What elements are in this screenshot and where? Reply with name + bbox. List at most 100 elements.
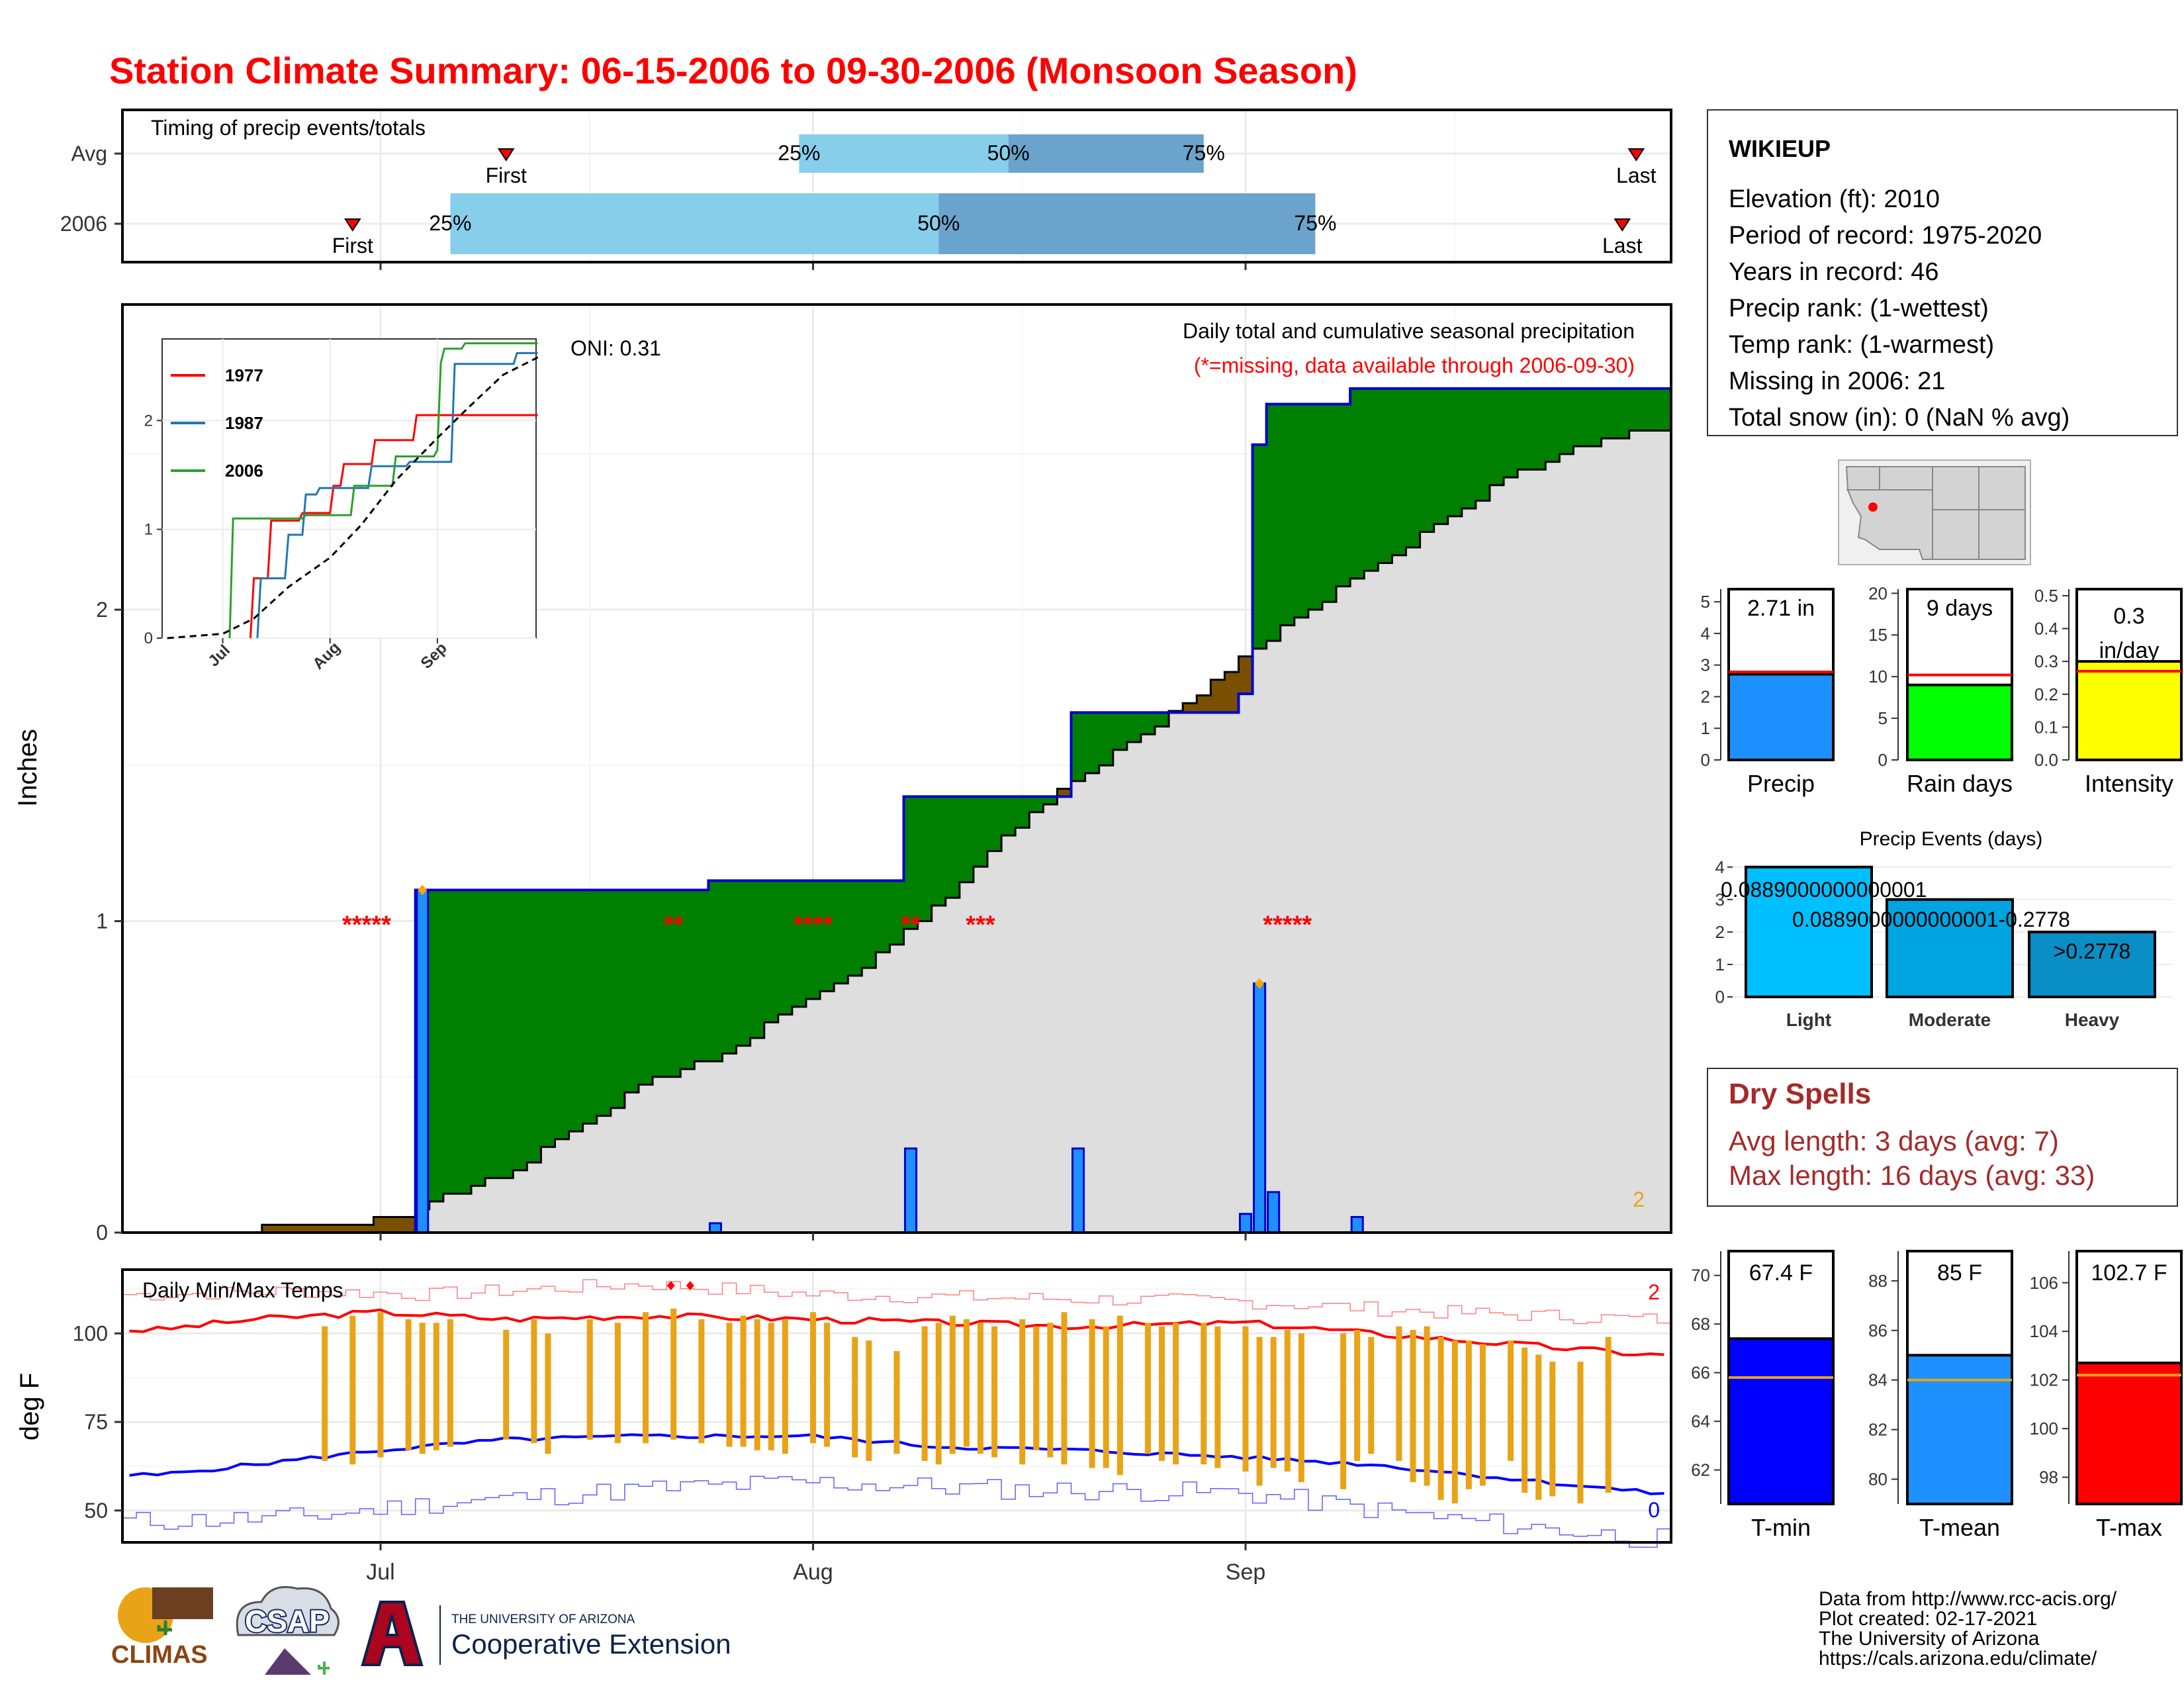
- above-average-area: [1350, 389, 1365, 579]
- daily-precip-bar: [1267, 1191, 1281, 1234]
- figure-title: Station Climate Summary: 06-15-2006 to 0…: [109, 50, 1357, 91]
- above-average-area: [457, 890, 472, 1194]
- precip-y-tick-label: 2: [96, 598, 108, 622]
- record-marker-icon: [1255, 978, 1265, 989]
- above-average-area: [1364, 389, 1379, 571]
- timing-label: Timing of precip events/totals: [151, 116, 426, 140]
- temp-gauge-t-max-tick-label: 98: [2039, 1468, 2058, 1487]
- daily-temp-range-bar: [1019, 1319, 1026, 1465]
- avg-max-line: [129, 1308, 1664, 1356]
- daily-temp-range-bar: [1298, 1333, 1304, 1483]
- daily-precip-bar: [708, 1222, 722, 1234]
- daily-precip-bar: [1350, 1215, 1364, 1234]
- above-average-area: [736, 880, 751, 1046]
- daily-temp-range-bar: [1270, 1336, 1277, 1468]
- credit-line-1: Data from http://www.rcc-acis.org/: [1819, 1588, 2117, 1610]
- above-average-area: [1475, 389, 1490, 501]
- above-average-area: [1489, 389, 1504, 485]
- timing-2006-last-label: Last: [1602, 234, 1643, 258]
- daily-temp-range-bar: [1437, 1336, 1444, 1500]
- above-average-area: [1643, 389, 1672, 431]
- record-min-line: [122, 1476, 1671, 1548]
- events-bar-light: [1745, 865, 1873, 999]
- csap-wordmark: CSAP: [245, 1604, 330, 1638]
- temp-gauge-t-min-bar: [1727, 1337, 1835, 1505]
- timing-panel-frame: [121, 109, 1672, 263]
- daily-temp-range-bar: [614, 1323, 621, 1444]
- temp-gauge-t-mean-name: T-mean: [1919, 1514, 2000, 1541]
- daily-temp-range-bar: [810, 1312, 817, 1444]
- temp-gauge-t-max-tick-label: 102: [2030, 1370, 2058, 1390]
- above-average-area: [1280, 404, 1295, 626]
- above-average-area: [764, 880, 779, 1023]
- missing-data-marker: *****: [342, 912, 391, 939]
- gauge-rain-days-tick-label: 10: [1868, 667, 1888, 686]
- timing-2006-bar-25-50: [450, 193, 939, 254]
- gauge-rain-days-tick-label: 0: [1878, 750, 1888, 770]
- above-average-area: [973, 796, 988, 867]
- below-average-area: [373, 1217, 388, 1233]
- timing-avg-p75-label: 75%: [1183, 141, 1225, 165]
- temp-gauge-t-min-tick-label: 66: [1691, 1363, 1710, 1383]
- inset-series-2006: [228, 342, 538, 639]
- daily-temp-range-bar: [935, 1323, 942, 1465]
- month-label-jul: Jul: [366, 1560, 394, 1585]
- above-average-area: [1001, 796, 1016, 836]
- above-average-area: [666, 890, 681, 1077]
- record-high-marker-icon: [666, 1281, 675, 1291]
- above-average-area: [834, 880, 848, 984]
- station-name: WIKIEUP: [1729, 135, 1831, 162]
- temp-axes: 50 75 100: [73, 1321, 122, 1523]
- temp-gauge-t-min-tick-label: 68: [1691, 1314, 1710, 1334]
- missing-data-marker: **: [664, 912, 684, 939]
- gauge-intensity-bar: [2075, 660, 2183, 762]
- above-average-area: [485, 890, 500, 1178]
- map-states: [1845, 466, 2026, 560]
- above-average-area: [1113, 712, 1128, 750]
- inset-legend-label-1977: 1977: [225, 365, 263, 385]
- timing-2006-p75-label: 75%: [1294, 211, 1336, 235]
- events-label-heavy: >0.2778: [2054, 939, 2131, 963]
- temp-panel-frame: [121, 1268, 1672, 1544]
- gauge-intensity-tick-label: 0.5: [2034, 586, 2058, 606]
- below-average-area: [332, 1225, 346, 1233]
- events-category-light: Light: [1786, 1009, 1831, 1030]
- above-average-area: [1266, 404, 1281, 641]
- daily-temp-range-bar: [1047, 1323, 1054, 1458]
- observed-cumulative-line: [414, 387, 1671, 1233]
- below-average-area: [1210, 679, 1226, 713]
- above-average-area: [443, 890, 458, 1194]
- inset-x-tick-label: Aug: [309, 639, 343, 673]
- above-average-area: [582, 890, 598, 1124]
- above-average-area: [1336, 404, 1351, 586]
- temp-gauge-t-min-tick-label: 62: [1691, 1460, 1710, 1480]
- temp-gauge-t-mean-value: 85 F: [1937, 1260, 1982, 1286]
- daily-temp-range-bar: [1535, 1354, 1542, 1500]
- above-average-area: [1043, 796, 1058, 805]
- above-average-area: [889, 880, 905, 945]
- above-average-area: [987, 796, 1002, 851]
- temperature-gauges: 62 64 66 68 70 T-min 67.4 F 80 82 84 86 88 T-mean 85 …: [1691, 1250, 2183, 1541]
- gauge-rain-days-bar: [1906, 683, 2013, 761]
- above-average-area: [1573, 389, 1588, 447]
- inset-y-tick-label: 1: [144, 521, 153, 539]
- above-average-area: [1126, 712, 1142, 743]
- station-line-precip-rank: Precip rank: (1-wettest): [1729, 295, 1989, 322]
- x-axis-month-labels: Jul Aug Sep: [366, 1542, 1265, 1585]
- dry-spells-frame: [1707, 1068, 2178, 1207]
- above-average-area: [876, 880, 891, 953]
- daily-temp-range-bar: [405, 1319, 412, 1450]
- daily-temp-range-bar: [1354, 1329, 1361, 1461]
- daily-temp-range-bar: [991, 1326, 998, 1458]
- timing-2006-p25-label: 25%: [429, 211, 471, 235]
- daily-temp-range-bar: [1033, 1326, 1040, 1450]
- daily-temp-range-bar: [893, 1351, 900, 1454]
- timing-avg-last-marker-icon: [1627, 148, 1645, 162]
- above-average-area: [1629, 389, 1644, 431]
- timing-row-2006: 2006: [60, 212, 107, 236]
- gauge-precip-tick-label: 0: [1701, 750, 1710, 770]
- station-line-missing: Missing in 2006: 21: [1729, 367, 1945, 395]
- daily-precip-bar: [1071, 1147, 1085, 1234]
- credit-line-4: https://cals.arizona.edu/climate/: [1819, 1648, 2097, 1669]
